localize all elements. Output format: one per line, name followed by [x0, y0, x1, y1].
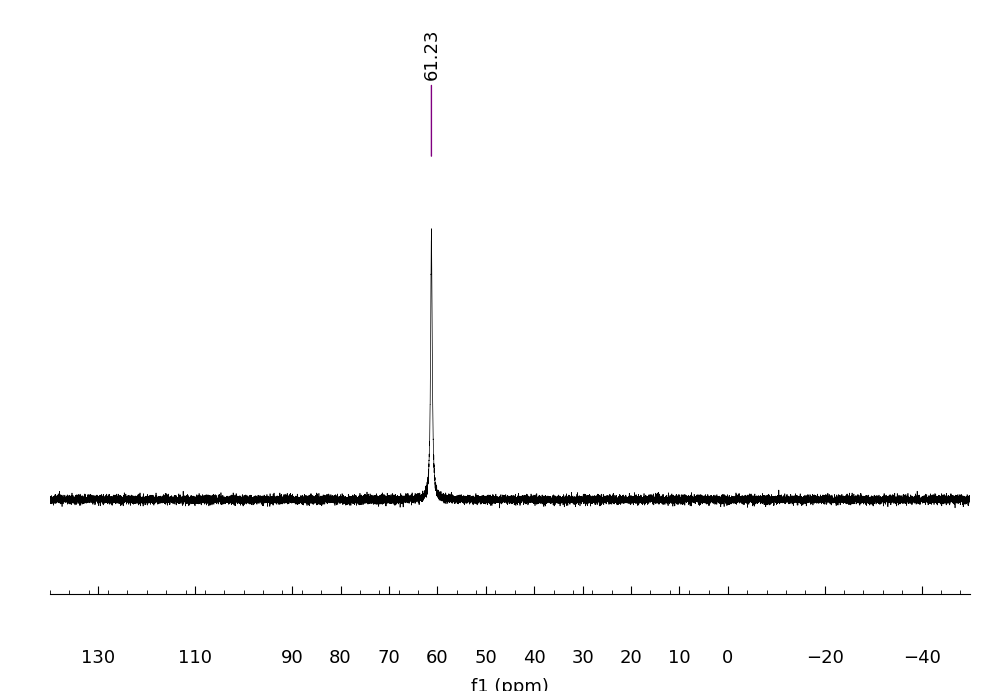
- X-axis label: f1 (ppm): f1 (ppm): [471, 678, 549, 691]
- Text: 61.23: 61.23: [422, 28, 440, 156]
